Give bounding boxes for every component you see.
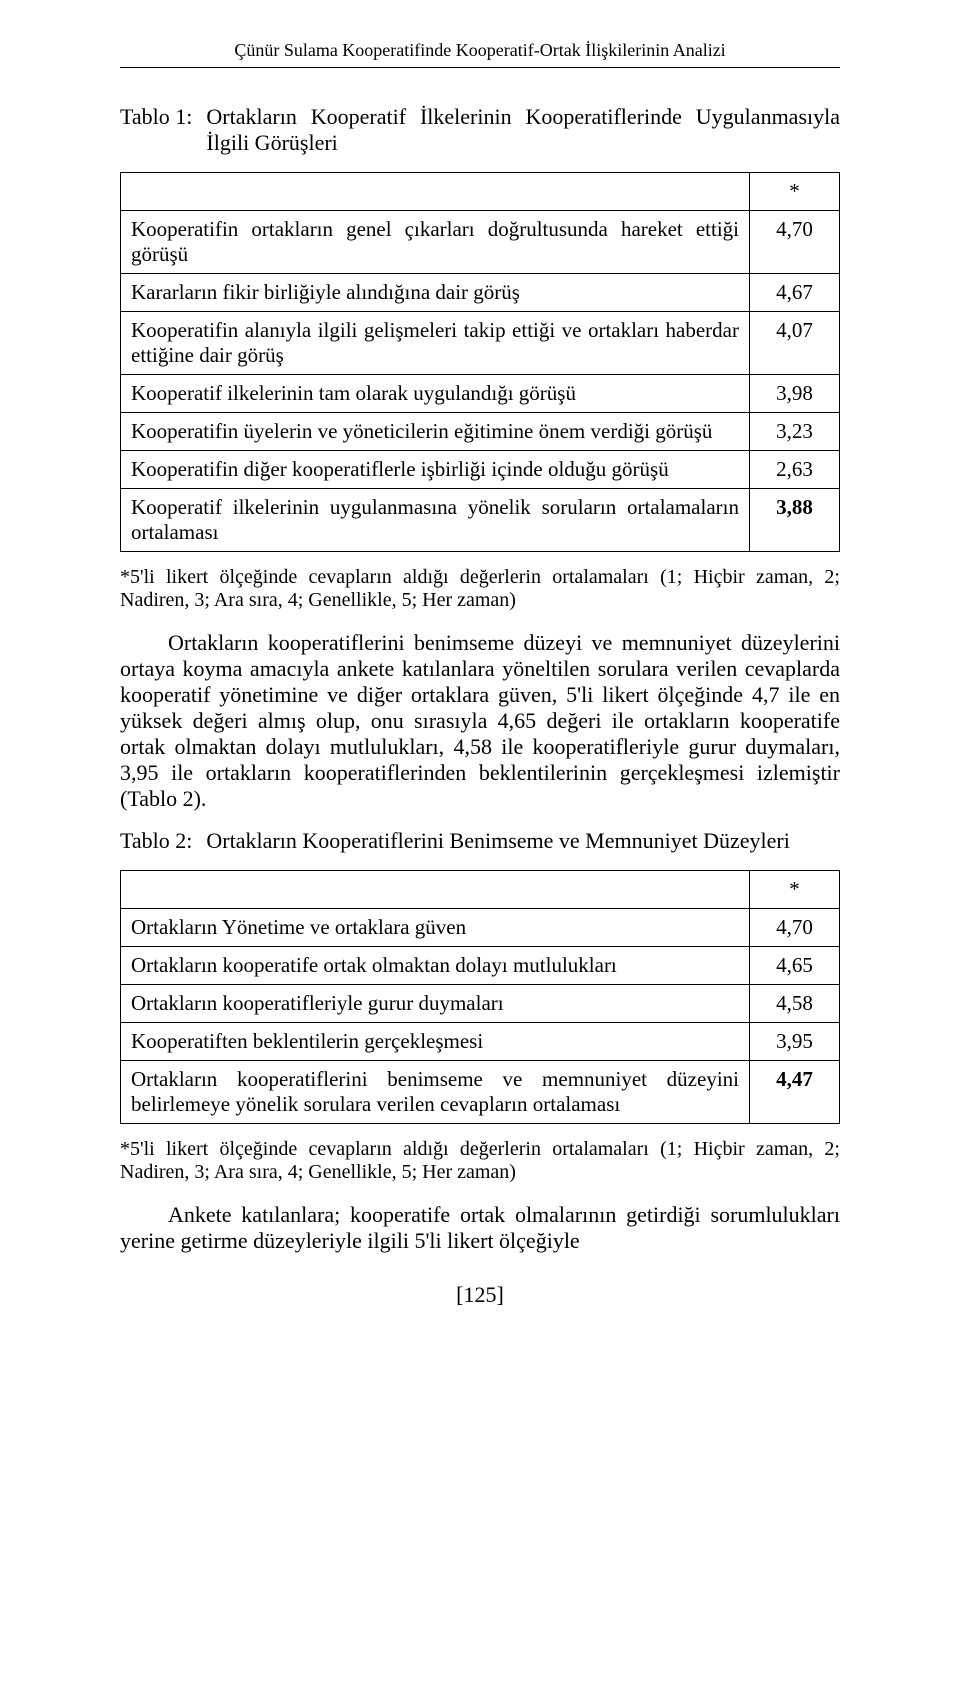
table2-caption-text: Ortakların Kooperatiflerini Benimseme ve… <box>206 828 840 854</box>
table1-footnote: *5'li likert ölçeğinde cevapların aldığı… <box>120 566 840 612</box>
paragraph-1: Ortakların kooperatiflerini benimseme dü… <box>120 630 840 812</box>
table1-caption-label: Tablo 1: <box>120 104 206 156</box>
table2-header-row: * <box>121 871 840 909</box>
table-row: Ortakların Yönetime ve ortaklara güven 4… <box>121 909 840 947</box>
table1-row4-value: 3,23 <box>750 413 840 451</box>
paragraph-2: Ankete katılanlara; kooperatife ortak ol… <box>120 1202 840 1254</box>
table-row: Ortakların kooperatife ortak olmaktan do… <box>121 947 840 985</box>
table1-row2-value: 4,07 <box>750 312 840 375</box>
table1-row5-label: Kooperatifin diğer kooperatiflerle işbir… <box>121 451 750 489</box>
table2: * Ortakların Yönetime ve ortaklara güven… <box>120 870 840 1124</box>
table1-row0-value: 4,70 <box>750 211 840 274</box>
running-header: Çünür Sulama Kooperatifinde Kooperatif-O… <box>120 40 840 61</box>
table1: * Kooperatifin ortakların genel çıkarlar… <box>120 172 840 552</box>
table-row: Ortakların kooperatiflerini benimseme ve… <box>121 1061 840 1124</box>
table2-row0-label: Ortakların Yönetime ve ortaklara güven <box>121 909 750 947</box>
table1-header-star: * <box>750 173 840 211</box>
table1-row6-value: 3,88 <box>750 489 840 552</box>
table2-caption-label: Tablo 2: <box>120 828 206 854</box>
table2-row2-value: 4,58 <box>750 985 840 1023</box>
table-row: Ortakların kooperatifleriyle gurur duyma… <box>121 985 840 1023</box>
table1-header-empty <box>121 173 750 211</box>
table2-header-empty <box>121 871 750 909</box>
table2-row4-value: 4,47 <box>750 1061 840 1124</box>
document-page: Çünür Sulama Kooperatifinde Kooperatif-O… <box>0 0 960 1358</box>
table2-row1-value: 4,65 <box>750 947 840 985</box>
table2-row3-label: Kooperatiften beklentilerin gerçekleşmes… <box>121 1023 750 1061</box>
table2-caption: Tablo 2: Ortakların Kooperatiflerini Ben… <box>120 828 840 854</box>
table-row: Kooperatifin üyelerin ve yöneticilerin e… <box>121 413 840 451</box>
table1-row5-value: 2,63 <box>750 451 840 489</box>
table2-row4-label: Ortakların kooperatiflerini benimseme ve… <box>121 1061 750 1124</box>
table1-row6-label: Kooperatif ilkelerinin uygulanmasına yön… <box>121 489 750 552</box>
table-row: Kooperatifin alanıyla ilgili gelişmeleri… <box>121 312 840 375</box>
table2-row3-value: 3,95 <box>750 1023 840 1061</box>
table1-row3-label: Kooperatif ilkelerinin tam olarak uygula… <box>121 375 750 413</box>
table-row: Kooperatif ilkelerinin uygulanmasına yön… <box>121 489 840 552</box>
table2-row0-value: 4,70 <box>750 909 840 947</box>
table1-header-row: * <box>121 173 840 211</box>
table1-caption-text: Ortakların Kooperatif İlkelerinin Kooper… <box>206 104 840 156</box>
table1-caption: Tablo 1: Ortakların Kooperatif İlkelerin… <box>120 104 840 156</box>
table2-row2-label: Ortakların kooperatifleriyle gurur duyma… <box>121 985 750 1023</box>
table1-row3-value: 3,98 <box>750 375 840 413</box>
table1-row4-label: Kooperatifin üyelerin ve yöneticilerin e… <box>121 413 750 451</box>
table2-footnote: *5'li likert ölçeğinde cevapların aldığı… <box>120 1138 840 1184</box>
table2-row1-label: Ortakların kooperatife ortak olmaktan do… <box>121 947 750 985</box>
table1-row1-value: 4,67 <box>750 274 840 312</box>
table-row: Kooperatif ilkelerinin tam olarak uygula… <box>121 375 840 413</box>
table-row: Kooperatifin diğer kooperatiflerle işbir… <box>121 451 840 489</box>
table1-row0-label: Kooperatifin ortakların genel çıkarları … <box>121 211 750 274</box>
table1-row1-label: Kararların fikir birliğiyle alındığına d… <box>121 274 750 312</box>
table-row: Kooperatiften beklentilerin gerçekleşmes… <box>121 1023 840 1061</box>
header-rule <box>120 67 840 68</box>
table2-header-star: * <box>750 871 840 909</box>
table-row: Kararların fikir birliğiyle alındığına d… <box>121 274 840 312</box>
page-number: [125] <box>120 1282 840 1308</box>
table1-row2-label: Kooperatifin alanıyla ilgili gelişmeleri… <box>121 312 750 375</box>
table-row: Kooperatifin ortakların genel çıkarları … <box>121 211 840 274</box>
